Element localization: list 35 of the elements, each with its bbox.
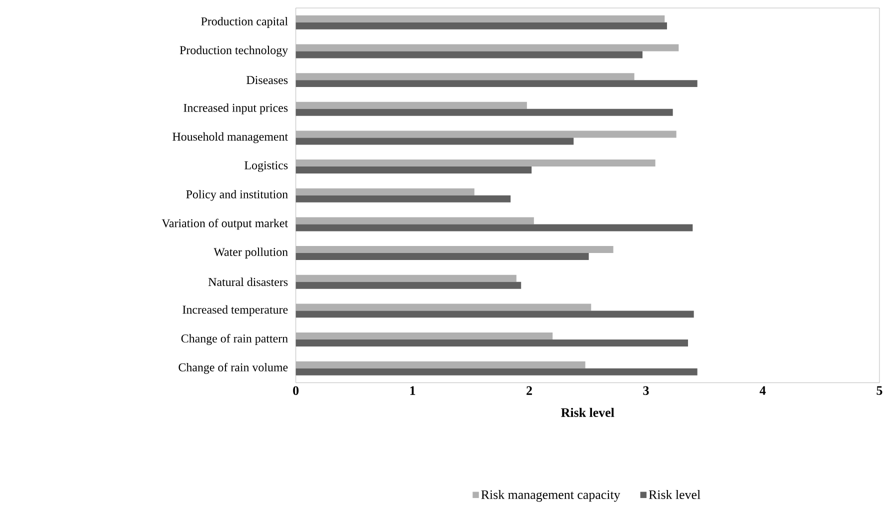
y-tick-label: Water pollution xyxy=(214,248,288,259)
legend-label: Risk level xyxy=(648,490,700,500)
y-tick-label: Variation of output market xyxy=(162,218,288,230)
y-tick-label: Increased input prices xyxy=(184,104,288,114)
bar xyxy=(296,224,693,232)
y-tick-label: Change of rain pattern xyxy=(181,334,288,346)
x-axis-title: Risk level xyxy=(561,408,614,418)
y-tick-label: Natural disasters xyxy=(208,278,288,286)
bar xyxy=(296,253,589,260)
y-tick-label: Diseases xyxy=(246,76,288,84)
bar xyxy=(296,282,522,290)
y-tick-label: Policy and institution xyxy=(186,190,288,201)
bar xyxy=(296,51,642,58)
bar xyxy=(296,109,673,116)
bar xyxy=(296,310,694,318)
y-tick-label: Production capital xyxy=(201,17,288,28)
bar xyxy=(296,196,511,203)
x-tick-label: 0 xyxy=(293,386,299,396)
bar xyxy=(296,138,574,145)
x-tick-label: 4 xyxy=(760,386,766,395)
y-tick-label: Logistics xyxy=(244,161,288,172)
y-tick-label: Production technology xyxy=(180,46,288,57)
x-tick-label: 1 xyxy=(410,386,416,395)
y-tick-label: Change of rain volume xyxy=(178,363,288,374)
y-tick-label: Household management xyxy=(172,132,288,144)
bar xyxy=(296,22,668,30)
y-tick-label: Increased temperature xyxy=(182,305,288,316)
x-tick-label: 2 xyxy=(526,386,532,396)
x-tick-label: 3 xyxy=(643,386,649,396)
bar xyxy=(296,368,698,376)
bar xyxy=(296,166,532,174)
bar xyxy=(296,340,688,347)
bar xyxy=(296,80,698,88)
legend-label: Risk management capacity xyxy=(481,490,620,502)
x-tick-label: 5 xyxy=(876,386,882,396)
